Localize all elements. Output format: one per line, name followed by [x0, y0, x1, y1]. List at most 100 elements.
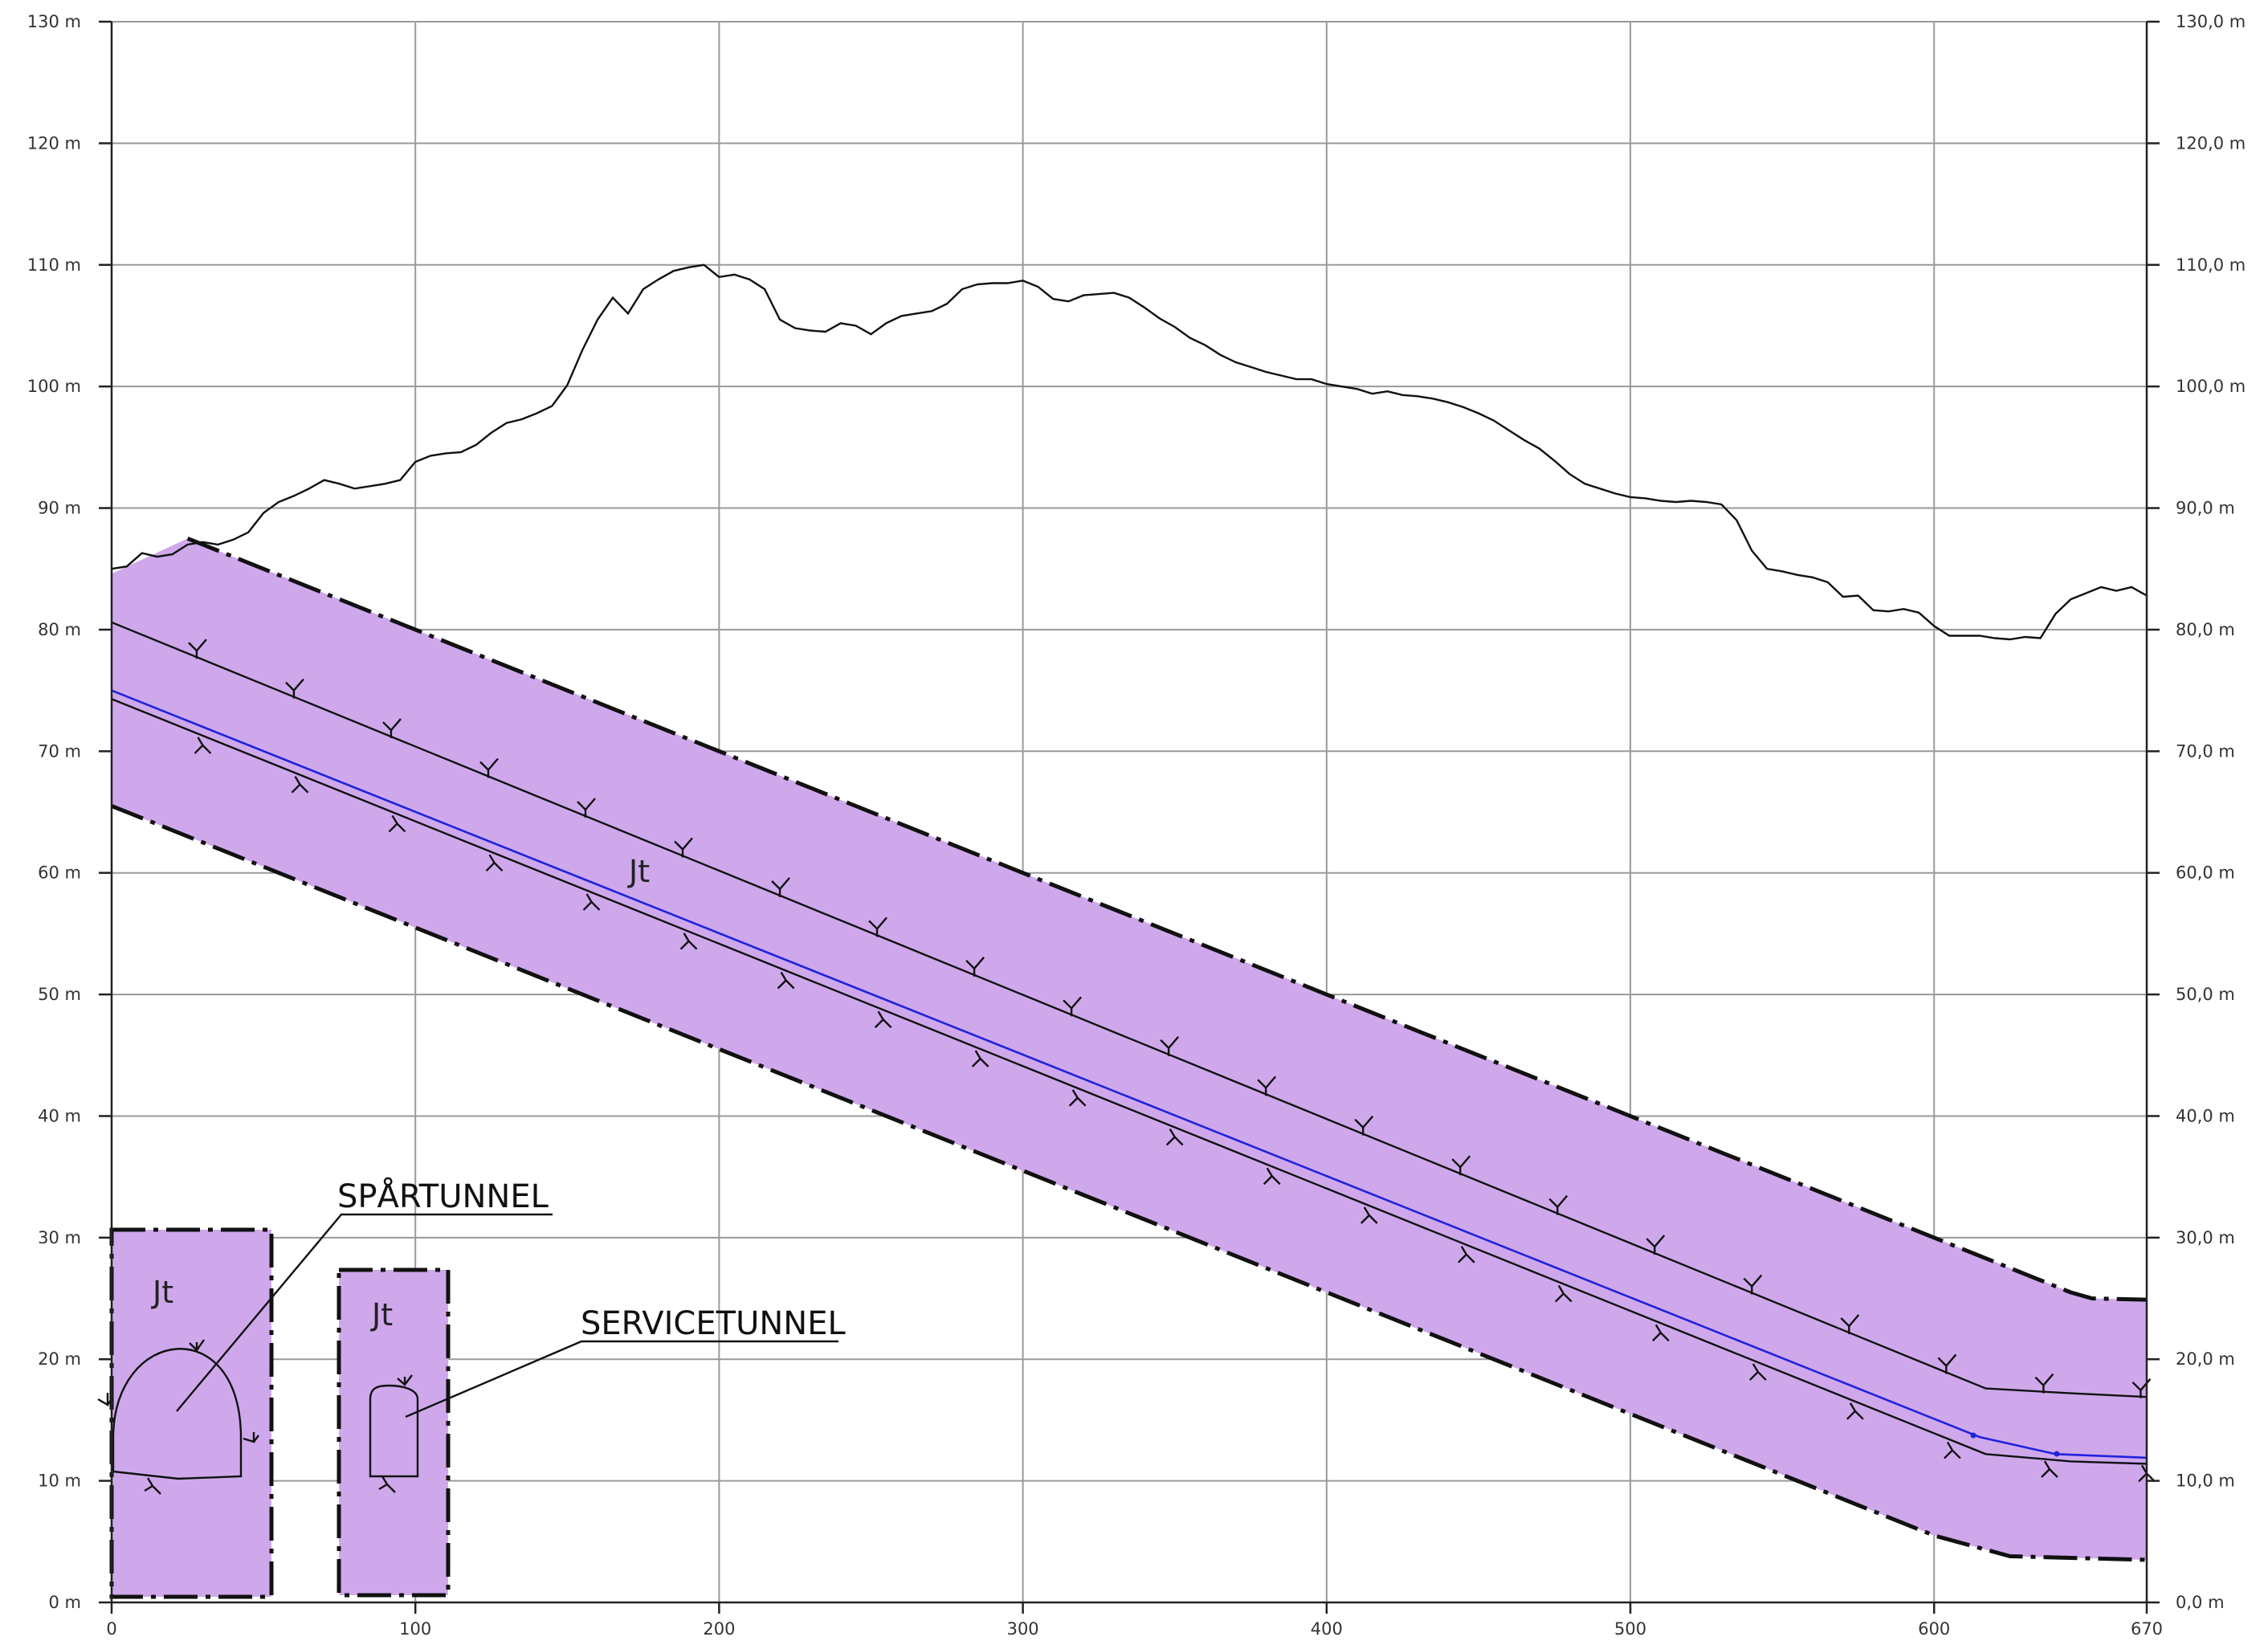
y-tick-label-right: 130,0 m — [2176, 12, 2246, 31]
spartunnel-label: SPÅRTUNNEL — [337, 1177, 549, 1215]
rock-symbol — [1743, 1274, 1763, 1295]
rock-symbol — [777, 971, 795, 990]
servicetunnel-profile — [369, 1384, 419, 1478]
y-tick-label-right: 20,0 m — [2176, 1349, 2235, 1369]
servicetunnel-callout: SERVICETUNNEL — [405, 1305, 846, 1418]
rock-symbol — [485, 854, 504, 872]
rock-symbol — [971, 1050, 989, 1067]
servicetunnel-rock-zone — [339, 1270, 448, 1595]
rock-symbol — [1457, 1246, 1475, 1263]
y-tick-label-right: 90,0 m — [2176, 499, 2235, 518]
terrain-surface-line — [111, 263, 2148, 641]
rock-symbol — [1548, 1194, 1568, 1215]
rock-symbol — [1160, 1035, 1180, 1056]
rock-symbol — [1063, 996, 1083, 1017]
rock-symbol — [1554, 1284, 1573, 1303]
x-tick-label: 500 — [1614, 1619, 1646, 1639]
y-tick-label-left: 90 m — [38, 499, 81, 518]
y-tick-label-right: 60,0 m — [2176, 863, 2235, 883]
y-tick-label-right: 120,0 m — [2176, 133, 2246, 153]
y-tick-label-left: 20 m — [38, 1349, 81, 1369]
y-tick-label-right: 100,0 m — [2176, 377, 2246, 396]
rock-symbol — [1652, 1324, 1670, 1342]
rock-symbol — [1937, 1353, 1957, 1374]
x-tick-label: 600 — [1918, 1619, 1950, 1639]
spartunnel-rock-zone — [112, 1230, 271, 1597]
rock-symbol — [1749, 1363, 1767, 1381]
rock-symbol — [291, 776, 309, 794]
rock-code-label: Jt — [627, 854, 650, 889]
rock-symbol — [1165, 1128, 1184, 1146]
servicetunnel-rock-symbols — [378, 1374, 413, 1493]
crown-rock-symbols — [188, 639, 2152, 1398]
spartunnel-rock-symbols — [97, 1339, 259, 1495]
spartunnel-profile — [112, 1348, 243, 1480]
x-tick-label: 400 — [1311, 1619, 1343, 1639]
y-tick-label-right: 0,0 m — [2176, 1593, 2225, 1612]
rock-zone-band — [111, 537, 2148, 1562]
track-profile-line — [111, 689, 2148, 1459]
rock-symbol — [1360, 1206, 1378, 1224]
track-point-marker — [2054, 1451, 2060, 1457]
rock-symbol — [582, 893, 601, 911]
rock-symbol — [2034, 1373, 2054, 1394]
y-tick-label-right: 110,0 m — [2176, 255, 2246, 275]
rock-zone-upper-boundary — [186, 537, 2148, 1302]
y-tick-label-right: 30,0 m — [2176, 1228, 2235, 1247]
y-tick-label-right: 50,0 m — [2176, 985, 2235, 1004]
rock-symbol — [2041, 1460, 2058, 1478]
y-tick-label-left: 40 m — [38, 1106, 81, 1125]
rock-symbol — [194, 737, 212, 754]
y-tick-label-left: 60 m — [38, 863, 81, 883]
x-tick-label: 0 — [106, 1619, 116, 1639]
tunnel-invert-line — [111, 698, 2148, 1465]
rock-code-label: Jt — [151, 1275, 173, 1310]
rock-symbol — [1944, 1441, 1961, 1459]
y-tick-label-left: 80 m — [38, 620, 81, 639]
grid — [112, 21, 2147, 1603]
y-tick-label-right: 70,0 m — [2176, 741, 2235, 761]
rock-symbol — [868, 916, 888, 937]
rock-symbol — [771, 877, 790, 897]
rock-symbol — [1840, 1314, 1860, 1334]
axis-ticks: 0 m 0,0 m 10 m 10,0 m 20 m 20,0 m 30 m 30,0 m 40… — [27, 12, 2246, 1639]
rock-symbol — [285, 678, 304, 699]
x-tick-label: 200 — [703, 1619, 735, 1639]
y-tick-label-left: 10 m — [38, 1472, 81, 1491]
rock-symbol — [674, 837, 693, 858]
rock-symbol — [1846, 1402, 1864, 1420]
y-tick-label-left: 70 m — [38, 741, 81, 761]
spartunnel-leader-line — [176, 1213, 553, 1412]
spartunnel-callout: SPÅRTUNNEL — [176, 1177, 553, 1412]
y-tick-label-left: 0 m — [49, 1593, 82, 1612]
rock-symbol — [479, 757, 499, 778]
rock-symbol — [577, 798, 596, 818]
y-tick-label-left: 110 m — [27, 255, 81, 275]
y-tick-label-right: 40,0 m — [2176, 1106, 2235, 1125]
rock-symbol — [679, 933, 698, 950]
y-tick-label-left: 100 m — [27, 377, 81, 396]
y-tick-label-left: 30 m — [38, 1228, 81, 1247]
x-tick-label: 100 — [399, 1619, 431, 1639]
rock-symbol — [188, 639, 207, 659]
rock-symbol — [1354, 1115, 1374, 1136]
rock-symbol — [1451, 1155, 1471, 1176]
y-tick-label-left: 120 m — [27, 133, 81, 153]
rock-symbol — [382, 718, 402, 739]
y-tick-label-left: 130 m — [27, 12, 81, 31]
rock-code-label: Jt — [370, 1297, 393, 1333]
rock-symbol — [1646, 1235, 1666, 1255]
servicetunnel-leader-line — [405, 1340, 838, 1418]
y-tick-label-left: 50 m — [38, 985, 81, 1004]
rock-symbol — [1257, 1076, 1277, 1096]
rock-symbol — [874, 1010, 892, 1029]
x-tick-label: 670 — [2131, 1619, 2163, 1639]
tunnel-crown-line — [111, 621, 2148, 1398]
rock-symbol — [1068, 1089, 1087, 1107]
y-tick-label-right: 10,0 m — [2176, 1472, 2235, 1491]
servicetunnel-cross-section: Jt — [337, 1267, 451, 1598]
servicetunnel-label: SERVICETUNNEL — [581, 1305, 846, 1342]
rock-zone-fill — [112, 538, 2147, 1560]
rock-symbol — [1262, 1167, 1281, 1186]
y-tick-label-right: 80,0 m — [2176, 620, 2235, 639]
